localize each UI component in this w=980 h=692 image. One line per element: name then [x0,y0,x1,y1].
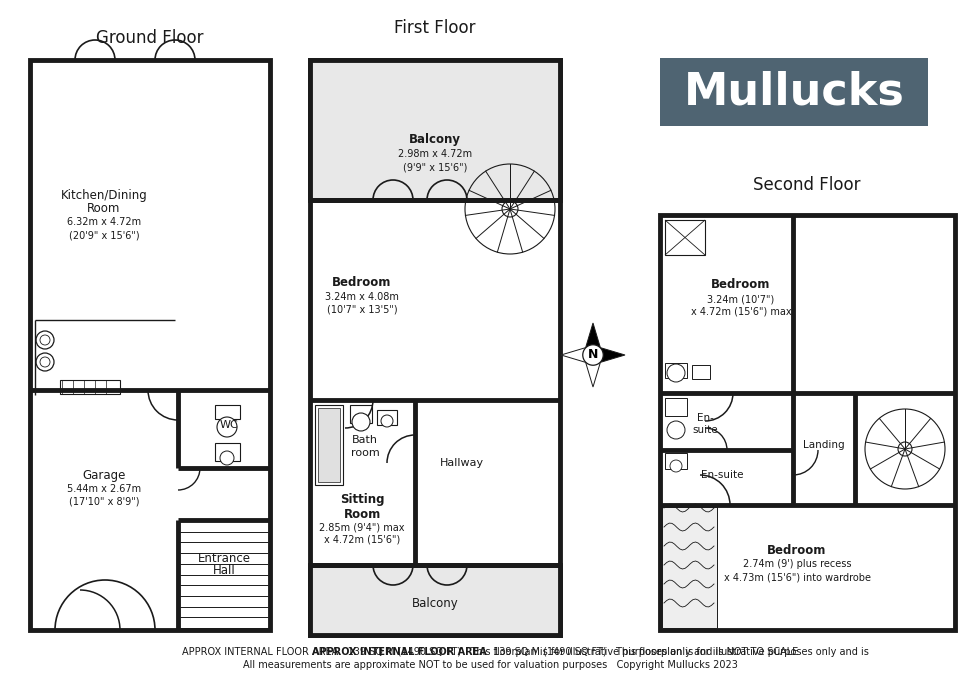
Polygon shape [595,346,625,364]
Text: Bedroom: Bedroom [332,277,392,289]
Text: Landing: Landing [804,440,845,450]
Polygon shape [584,357,602,387]
Bar [377,410,397,425]
Bar [60,380,120,394]
Bar [660,215,955,630]
Polygon shape [584,323,602,353]
Text: 3.24m x 4.08m: 3.24m x 4.08m [325,292,399,302]
Text: Kitchen/Dining: Kitchen/Dining [61,188,147,201]
Text: Balcony: Balcony [409,134,461,147]
Text: x 4.73m (15'6") into wardrobe: x 4.73m (15'6") into wardrobe [723,572,870,582]
Bar [350,405,372,423]
Text: suite: suite [692,425,717,435]
Polygon shape [561,346,591,364]
Bar [310,565,560,635]
Circle shape [667,364,685,382]
Bar [665,453,687,469]
Text: (10'7" x 13'5"): (10'7" x 13'5") [326,305,397,315]
Text: 5.44m x 2.67m: 5.44m x 2.67m [67,484,141,494]
Text: Mullucks: Mullucks [684,71,905,113]
Text: APPROX INTERNAL FLOOR AREA   139 SQ M (1490 SQ FT)   This floorplan is for illus: APPROX INTERNAL FLOOR AREA 139 SQ M (149… [182,647,798,657]
Circle shape [667,421,685,439]
Text: N: N [588,349,598,361]
Circle shape [381,415,393,427]
Text: x 4.72m (15'6"): x 4.72m (15'6") [323,535,400,545]
Text: x 4.72m (15'6") max: x 4.72m (15'6") max [691,307,791,317]
Bar [215,405,240,419]
Bar [665,398,687,416]
Text: Bath: Bath [352,435,378,445]
Text: All measurements are approximate NOT to be used for valuation purposes   Copyrig: All measurements are approximate NOT to … [243,660,737,670]
Text: WC: WC [220,420,238,430]
Bar [692,365,710,379]
Text: Hall: Hall [213,565,235,578]
Text: First Floor: First Floor [394,19,475,37]
Text: 139 SQ M (1490 SQ FT)   This floorplan is for illustrative purposes only and is: 139 SQ M (1490 SQ FT) This floorplan is … [490,647,872,657]
Text: (17'10" x 8'9"): (17'10" x 8'9") [69,497,139,507]
Circle shape [220,451,234,465]
Bar [215,443,240,461]
Text: (9'9" x 15'6"): (9'9" x 15'6") [403,162,467,172]
Text: Room: Room [87,201,121,215]
Circle shape [217,417,237,437]
Text: 2.98m x 4.72m: 2.98m x 4.72m [398,149,472,159]
Text: Second Floor: Second Floor [754,176,860,194]
Text: (20'9" x 15'6"): (20'9" x 15'6") [69,230,139,240]
Text: En-suite: En-suite [701,470,743,480]
Text: Ground Floor: Ground Floor [96,29,204,47]
Text: Balcony: Balcony [412,597,459,610]
Bar [660,58,928,126]
Bar [318,408,340,482]
Text: 2.74m (9') plus recess: 2.74m (9') plus recess [743,559,852,569]
Text: Sitting: Sitting [340,493,384,507]
Bar [662,507,717,628]
Text: Room: Room [343,507,380,520]
Text: En-: En- [697,413,713,423]
Text: 3.24m (10'7"): 3.24m (10'7") [708,294,774,304]
Text: APPROX INTERNAL FLOOR AREA: APPROX INTERNAL FLOOR AREA [312,647,490,657]
Text: Entrance: Entrance [198,552,251,565]
Bar [310,60,560,635]
Text: 6.32m x 4.72m: 6.32m x 4.72m [67,217,141,227]
Bar [315,405,343,485]
Text: Garage: Garage [82,468,125,482]
Bar [665,363,687,378]
Bar [665,220,705,255]
Text: room: room [351,448,379,458]
Circle shape [352,413,370,431]
Text: Bedroom: Bedroom [767,543,827,556]
Text: Hallway: Hallway [440,458,484,468]
Text: 2.85m (9'4") max: 2.85m (9'4") max [319,522,405,532]
Circle shape [583,345,604,365]
Text: Bedroom: Bedroom [711,278,770,291]
Circle shape [670,460,682,472]
Bar [310,60,560,200]
Bar [30,60,270,630]
